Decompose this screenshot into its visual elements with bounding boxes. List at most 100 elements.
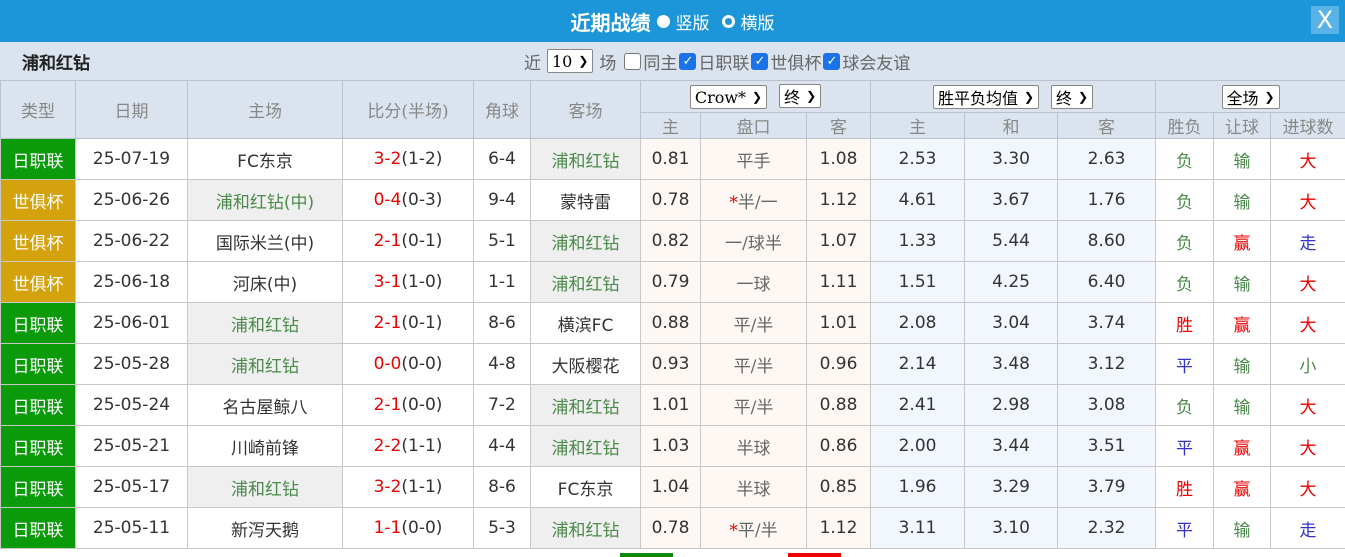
subcol-header: 和 — [964, 112, 1059, 139]
table-row[interactable]: 日职联 25-06-01 浦和红钻 2-1(0-1) 8-6 横滨FC 0.88… — [0, 302, 1345, 344]
odds-type-select[interactable]: 胜平负均值 ❯ — [932, 84, 1040, 109]
match-type[interactable]: 日职联 — [0, 466, 76, 508]
home-team[interactable]: 名古屋鲸八 — [187, 384, 343, 426]
score[interactable]: 2-1(0-0) — [342, 384, 474, 426]
goals-result: 大 — [1270, 466, 1345, 508]
half-time-score: (1-1) — [401, 436, 443, 456]
period-select[interactable]: 全场 ❯ — [1221, 84, 1280, 109]
home-win-odds: 2.00 — [870, 425, 966, 467]
table-row[interactable]: 日职联 25-07-19 FC东京 3-2(1-2) 6-4 浦和红钻 0.81… — [0, 138, 1345, 180]
league-checkbox[interactable]: ✓ — [751, 52, 769, 70]
home-win-odds: 1.96 — [870, 466, 966, 508]
match-type[interactable]: 日职联 — [0, 343, 76, 385]
result: 负 — [1155, 138, 1215, 180]
team-name: 浦和红钻 — [22, 53, 90, 74]
home-team[interactable]: 浦和红钻 — [187, 302, 343, 344]
score[interactable]: 3-1(1-0) — [342, 261, 474, 303]
table-row[interactable]: 日职联 25-05-21 川崎前锋 2-2(1-1) 4-4 浦和红钻 1.03… — [0, 425, 1345, 467]
table-row[interactable]: 世俱杯 25-06-18 河床(中) 3-1(1-0) 1-1 浦和红钻 0.7… — [0, 261, 1345, 303]
match-type[interactable]: 日职联 — [0, 384, 76, 426]
odds-stage-select[interactable]: 终 ❯ — [1051, 84, 1094, 109]
home-team[interactable]: 新泻天鹅 — [187, 507, 343, 549]
match-type[interactable]: 世俱杯 — [0, 220, 76, 262]
handicap-line: 平/半 — [700, 302, 807, 344]
away-team[interactable]: 浦和红钻 — [530, 507, 641, 549]
league-checkbox[interactable]: ✓ — [823, 52, 841, 70]
handicap-result: 输 — [1213, 507, 1272, 549]
vertical-option[interactable]: 竖版 — [655, 9, 710, 34]
radio-selected-icon — [656, 14, 670, 28]
handicap-line-text: 平/半 — [733, 397, 774, 418]
away-team[interactable]: 浦和红钻 — [530, 425, 641, 467]
table-row[interactable]: 世俱杯 25-06-22 国际米兰(中) 2-1(0-1) 5-1 浦和红钻 0… — [0, 220, 1345, 262]
league-label: 世俱杯 — [770, 53, 822, 74]
away-team[interactable]: 浦和红钻 — [530, 384, 641, 426]
away-team[interactable]: FC东京 — [530, 466, 641, 508]
score[interactable]: 2-2(1-1) — [342, 425, 474, 467]
home-win-odds: 1.51 — [870, 261, 966, 303]
score[interactable]: 0-0(0-0) — [342, 343, 474, 385]
home-handicap-odds: 0.88 — [640, 302, 701, 344]
handicap-line-text: 半/一 — [737, 192, 778, 213]
match-type[interactable]: 日职联 — [0, 302, 76, 344]
score[interactable]: 2-1(0-1) — [342, 220, 474, 262]
home-team[interactable]: 国际米兰(中) — [187, 220, 343, 262]
table-row[interactable]: 世俱杯 25-06-26 浦和红钻(中) 0-4(0-3) 9-4 蒙特雷 0.… — [0, 179, 1345, 221]
table-row[interactable]: 日职联 25-05-17 浦和红钻 3-2(1-1) 8-6 FC东京 1.04… — [0, 466, 1345, 508]
match-type[interactable]: 日职联 — [0, 425, 76, 467]
score[interactable]: 3-2(1-1) — [342, 466, 474, 508]
full-time-score: 3-2 — [373, 149, 402, 169]
table-row[interactable]: 日职联 25-05-28 浦和红钻 0-0(0-0) 4-8 大阪樱花 0.93… — [0, 343, 1345, 385]
handicap-stage-select[interactable]: 终 ❯ — [779, 83, 822, 108]
legend-red-bar — [788, 553, 841, 557]
handicap-line-text: 半球 — [736, 438, 771, 459]
half-time-score: (0-1) — [401, 231, 443, 251]
result: 平 — [1155, 343, 1215, 385]
away-team[interactable]: 横滨FC — [530, 302, 641, 344]
home-team[interactable]: FC东京 — [187, 138, 343, 180]
result: 负 — [1155, 179, 1215, 221]
home-handicap-odds: 0.79 — [640, 261, 701, 303]
same-home-label: 同主 — [643, 53, 678, 74]
horizontal-option[interactable]: 横版 — [714, 9, 775, 34]
away-handicap-odds: 0.88 — [805, 384, 872, 426]
result-header: 全场 ❯ — [1155, 80, 1345, 113]
away-team[interactable]: 浦和红钻 — [530, 220, 641, 262]
away-team[interactable]: 蒙特雷 — [530, 179, 641, 221]
away-team[interactable]: 浦和红钻 — [530, 138, 641, 180]
match-count-select[interactable]: 10 ❯ — [547, 49, 594, 73]
match-type[interactable]: 世俱杯 — [0, 179, 76, 221]
home-team[interactable]: 浦和红钻 — [187, 466, 343, 508]
home-team[interactable]: 河床(中) — [187, 261, 343, 303]
away-team[interactable]: 浦和红钻 — [530, 261, 641, 303]
away-handicap-odds: 1.01 — [805, 302, 872, 344]
home-win-odds: 2.14 — [870, 343, 966, 385]
home-handicap-odds: 1.01 — [640, 384, 701, 426]
company-select[interactable]: Crow* ❯ — [689, 85, 768, 110]
full-time-score: 2-1 — [373, 395, 402, 415]
away-team[interactable]: 大阪樱花 — [530, 343, 641, 385]
home-team[interactable]: 浦和红钻 — [187, 343, 343, 385]
table-row[interactable]: 日职联 25-05-11 新泻天鹅 1-1(0-0) 5-3 浦和红钻 0.78… — [0, 507, 1345, 549]
corners: 4-8 — [473, 343, 531, 385]
home-team[interactable]: 川崎前锋 — [187, 425, 343, 467]
score[interactable]: 0-4(0-3) — [342, 179, 474, 221]
match-date: 25-06-26 — [75, 179, 188, 221]
corners: 5-3 — [473, 507, 531, 549]
match-type[interactable]: 日职联 — [0, 138, 76, 180]
score[interactable]: 2-1(0-1) — [342, 302, 474, 344]
league-checkbox[interactable]: ✓ — [679, 52, 697, 70]
score[interactable]: 3-2(1-2) — [342, 138, 474, 180]
away-handicap-odds: 0.85 — [805, 466, 872, 508]
home-team[interactable]: 浦和红钻(中) — [187, 179, 343, 221]
score[interactable]: 1-1(0-0) — [342, 507, 474, 549]
same-home-checkbox[interactable] — [624, 52, 642, 70]
table-row[interactable]: 日职联 25-05-24 名古屋鲸八 2-1(0-0) 7-2 浦和红钻 1.0… — [0, 384, 1345, 426]
chevron-down-icon: ❯ — [1023, 89, 1035, 104]
full-time-score: 3-2 — [373, 477, 402, 497]
match-type[interactable]: 世俱杯 — [0, 261, 76, 303]
handicap-line-text: 平手 — [736, 151, 771, 172]
close-button[interactable]: X — [1311, 6, 1339, 34]
horizontal-label: 横版 — [740, 13, 775, 34]
match-type[interactable]: 日职联 — [0, 507, 76, 549]
